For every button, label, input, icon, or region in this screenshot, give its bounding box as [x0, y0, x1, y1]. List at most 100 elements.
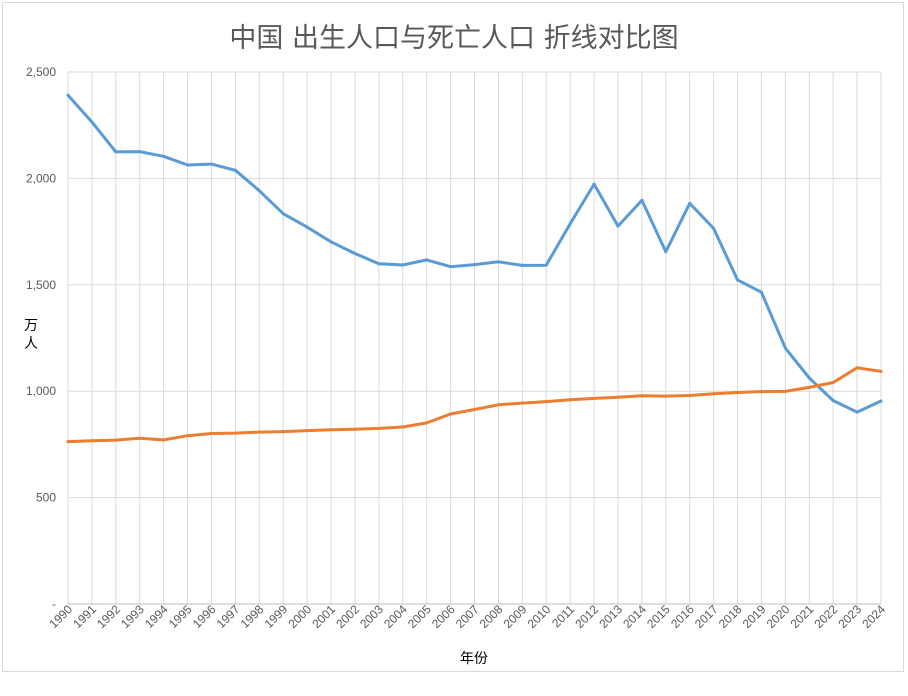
x-tick-label: 2016	[668, 602, 697, 631]
x-tick-label: 1990	[46, 602, 75, 631]
data-point	[736, 278, 740, 282]
data-point	[473, 408, 476, 412]
data-point	[759, 390, 763, 394]
data-point	[377, 262, 381, 266]
data-point	[831, 399, 835, 403]
x-axis: 1990199119921993199419951996199719981999…	[46, 602, 888, 631]
data-point	[449, 412, 453, 416]
data-point	[281, 430, 285, 434]
x-tick-label: 1997	[214, 602, 243, 631]
data-point	[592, 396, 596, 400]
x-tick-label: 2011	[549, 602, 577, 630]
data-point	[520, 401, 524, 405]
y-axis: - 500 1,000 1,500 2,000 2,500	[26, 65, 56, 611]
data-point	[473, 263, 476, 267]
x-tick-label: 2024	[859, 602, 888, 631]
x-tick-label: 2015	[644, 602, 673, 631]
data-point	[807, 376, 811, 380]
data-point	[90, 439, 94, 443]
chart-title: 中国 出生人口与死亡人口 折线对比图	[229, 23, 679, 54]
data-point	[138, 150, 142, 154]
x-tick-label: 2013	[596, 602, 625, 631]
data-point	[855, 366, 859, 370]
data-point	[162, 438, 166, 442]
x-tick-label: 1996	[190, 602, 219, 631]
data-point	[401, 263, 405, 267]
x-tick-label: 1991	[70, 602, 99, 631]
x-tick-label: 1994	[142, 602, 171, 631]
data-point	[401, 425, 405, 429]
data-point	[209, 432, 213, 436]
x-tick-label: 2000	[285, 602, 314, 631]
x-tick-label: 2017	[692, 602, 721, 631]
y-tick-label: 2,500	[26, 65, 56, 79]
data-point	[783, 346, 787, 350]
data-point	[209, 162, 213, 166]
data-point	[544, 400, 548, 404]
data-point	[616, 224, 620, 228]
x-tick-label: 2021	[788, 602, 817, 631]
data-point	[329, 240, 333, 244]
data-point	[712, 226, 716, 230]
data-point	[138, 436, 142, 440]
data-point	[186, 434, 190, 438]
data-point	[783, 389, 787, 393]
x-tick-label: 2002	[333, 602, 362, 631]
data-point	[759, 290, 763, 294]
data-point	[186, 163, 190, 167]
data-point	[449, 265, 453, 269]
gridlines	[67, 71, 882, 605]
data-point	[568, 398, 572, 402]
data-point	[616, 395, 620, 399]
data-point	[879, 369, 883, 373]
x-tick-label: 1993	[118, 602, 147, 631]
data-point	[257, 430, 261, 434]
data-point	[664, 394, 668, 398]
x-tick-label: 2003	[357, 602, 386, 631]
x-tick-label: 1999	[262, 602, 291, 631]
x-tick-label: 1992	[94, 602, 123, 631]
data-point	[544, 263, 548, 267]
data-point	[90, 120, 94, 124]
y-tick-label: 1,500	[26, 278, 56, 292]
x-tick-label: 2010	[525, 602, 554, 631]
y-tick-label: 500	[36, 491, 56, 505]
data-point	[377, 426, 381, 430]
x-tick-label: 2022	[812, 602, 841, 631]
y-axis-title: 万人	[24, 318, 38, 352]
data-point	[688, 201, 692, 205]
data-point	[353, 252, 357, 256]
data-point	[257, 189, 261, 193]
data-point	[592, 182, 596, 186]
data-point	[353, 427, 357, 431]
data-point	[233, 431, 237, 435]
data-point	[688, 393, 692, 397]
data-point	[879, 399, 883, 403]
data-point	[114, 150, 118, 154]
data-point	[233, 168, 237, 172]
data-point	[114, 438, 118, 442]
data-point	[496, 260, 500, 264]
data-point	[66, 93, 70, 97]
data-point	[329, 428, 333, 432]
data-point	[831, 380, 835, 384]
x-tick-label: 2018	[716, 602, 745, 631]
data-point	[736, 390, 740, 394]
y-tick-label: 2,000	[26, 171, 56, 185]
y-tick-label: -	[52, 597, 56, 611]
data-point	[568, 222, 572, 226]
x-tick-label: 2006	[429, 602, 458, 631]
data-point	[807, 385, 811, 389]
data-point	[640, 198, 644, 202]
x-tick-label: 2008	[477, 602, 506, 631]
data-point	[496, 403, 500, 407]
x-tick-label: 2001	[309, 602, 338, 631]
data-point	[664, 250, 668, 254]
data-point	[425, 421, 429, 425]
x-tick-label: 2023	[835, 602, 864, 631]
data-point	[425, 258, 429, 262]
x-tick-label: 2019	[740, 602, 769, 631]
x-axis-title: 年份	[460, 651, 488, 667]
x-tick-label: 2004	[381, 602, 410, 631]
